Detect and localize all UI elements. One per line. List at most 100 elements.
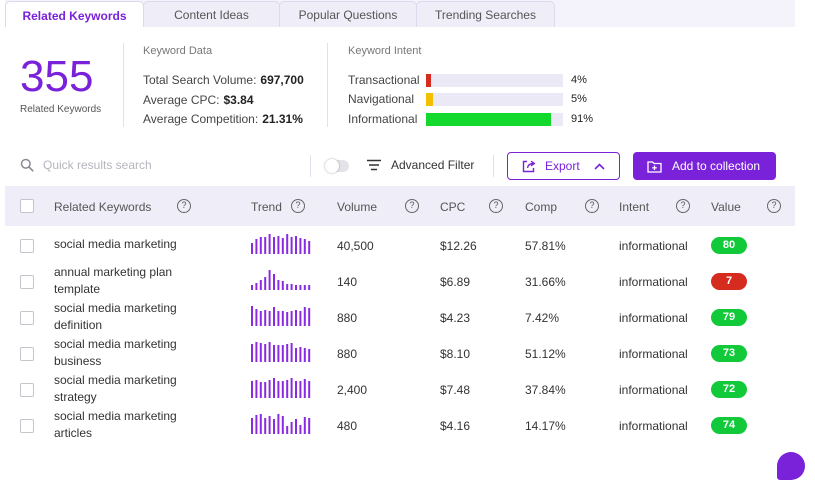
- trend-bar: [255, 283, 258, 290]
- tab-popular-questions[interactable]: Popular Questions: [279, 1, 417, 28]
- trend-bar: [273, 378, 275, 398]
- related-keywords-count: 355: [20, 52, 94, 101]
- keyword-cell[interactable]: social media marketing strategy: [54, 373, 177, 404]
- table-row[interactable]: social media marketing definition 880 $4…: [5, 299, 795, 335]
- volume-cell: 2,400: [337, 383, 368, 397]
- column-header-comp[interactable]: Comp: [525, 200, 558, 214]
- trend-bar: [308, 241, 311, 254]
- trend-bar: [259, 311, 262, 326]
- trend-bar: [295, 285, 297, 290]
- trend-bar: [303, 239, 306, 254]
- keyword-cell[interactable]: social media marketing definition: [54, 301, 177, 332]
- trend-bar: [255, 342, 258, 362]
- trend-sparkline: [251, 378, 311, 398]
- average-competition: Average Competition: 21.31%: [143, 112, 303, 126]
- trend-bar: [295, 348, 297, 362]
- tab-related-keywords[interactable]: Related Keywords: [5, 1, 144, 29]
- intent-cell: informational: [619, 275, 688, 289]
- trend-bar: [303, 379, 306, 398]
- row-checkbox[interactable]: [20, 347, 34, 361]
- keyword-cell[interactable]: social media marketing business: [54, 337, 177, 368]
- export-button[interactable]: Export: [507, 152, 620, 180]
- value-badge: 80: [711, 237, 747, 254]
- trend-bar: [273, 345, 275, 362]
- trend-bar: [277, 345, 280, 362]
- tab-bar: Related Keywords Content Ideas Popular Q…: [5, 0, 795, 29]
- intent-percent: 91%: [571, 113, 594, 125]
- advanced-filter-button[interactable]: Advanced Filter: [391, 158, 475, 172]
- volume-cell: 880: [337, 347, 358, 361]
- row-checkbox[interactable]: [20, 383, 34, 397]
- help-icon[interactable]: ?: [177, 199, 191, 213]
- table-row[interactable]: social media marketing business 880 $8.1…: [5, 335, 795, 371]
- volume-cell: 140: [337, 275, 358, 289]
- trend-bar: [264, 418, 267, 434]
- trend-bar: [290, 311, 293, 326]
- intent-label: Navigational: [348, 92, 415, 106]
- trend-bar: [281, 381, 284, 398]
- trend-bar: [299, 347, 302, 362]
- volume-cell: 480: [337, 419, 358, 433]
- intent-percent: 5%: [571, 93, 587, 105]
- row-checkbox[interactable]: [20, 311, 34, 325]
- trend-bar: [259, 343, 262, 362]
- filter-toggle[interactable]: [325, 159, 349, 173]
- trend-sparkline: [251, 306, 311, 326]
- keyword-cell[interactable]: annual marketing plan template: [54, 265, 173, 296]
- column-header-trend[interactable]: Trend: [251, 200, 282, 214]
- intent-bar-fill: [426, 92, 433, 106]
- table-row[interactable]: annual marketing plan template 140 $6.89…: [5, 263, 795, 299]
- help-icon[interactable]: ?: [585, 199, 599, 213]
- row-checkbox[interactable]: [20, 419, 34, 433]
- column-header-value[interactable]: Value: [711, 200, 741, 214]
- intent-cell: informational: [619, 347, 688, 361]
- trend-bar: [268, 380, 271, 398]
- trend-bar: [286, 380, 289, 398]
- value-badge: 79: [711, 309, 747, 326]
- comp-cell: 14.17%: [525, 419, 566, 433]
- column-header-intent[interactable]: Intent: [619, 200, 650, 214]
- trend-bar: [251, 381, 253, 398]
- row-checkbox[interactable]: [20, 275, 34, 289]
- trend-bar: [299, 238, 302, 254]
- table-row[interactable]: social media marketing 40,500 $12.26 57.…: [5, 227, 795, 263]
- trend-bar: [251, 306, 253, 326]
- trend-bar: [303, 307, 306, 326]
- value-badge: 7: [711, 273, 747, 290]
- select-all-checkbox[interactable]: [20, 199, 34, 213]
- trend-bar: [286, 426, 289, 434]
- help-icon[interactable]: ?: [291, 199, 305, 213]
- trend-bar: [268, 270, 271, 290]
- chat-launcher-button[interactable]: [777, 452, 805, 480]
- comp-cell: 51.12%: [525, 347, 566, 361]
- column-header-keyword[interactable]: Related Keywords: [54, 200, 152, 214]
- trend-bar: [290, 284, 293, 290]
- search-icon: [20, 158, 34, 172]
- tab-trending-searches[interactable]: Trending Searches: [416, 1, 555, 28]
- trend-bar: [277, 311, 280, 326]
- trend-bar: [299, 425, 302, 434]
- help-icon[interactable]: ?: [489, 199, 503, 213]
- table-row[interactable]: social media marketing articles 480 $4.1…: [5, 407, 795, 443]
- help-icon[interactable]: ?: [767, 199, 781, 213]
- divider: [123, 43, 124, 127]
- cpc-cell: $4.23: [440, 311, 471, 325]
- trend-bar: [273, 419, 275, 434]
- column-header-volume[interactable]: Volume: [337, 200, 378, 214]
- keyword-cell[interactable]: social media marketing articles: [54, 409, 177, 440]
- tab-content-ideas[interactable]: Content Ideas: [143, 1, 280, 28]
- trend-bar: [286, 234, 289, 254]
- quick-search-input[interactable]: [43, 155, 303, 175]
- chevron-up-icon: [594, 162, 605, 170]
- row-checkbox[interactable]: [20, 239, 34, 253]
- add-to-collection-button[interactable]: Add to collection: [633, 152, 776, 180]
- help-icon[interactable]: ?: [405, 199, 419, 213]
- folder-plus-icon: [647, 160, 662, 173]
- table-row[interactable]: social media marketing strategy 2,400 $7…: [5, 371, 795, 407]
- help-icon[interactable]: ?: [676, 199, 690, 213]
- trend-bar: [281, 281, 284, 290]
- column-header-cpc[interactable]: CPC: [440, 200, 466, 214]
- keyword-cell[interactable]: social media marketing: [54, 237, 177, 251]
- trend-bar: [255, 415, 258, 434]
- trend-bar: [295, 236, 297, 254]
